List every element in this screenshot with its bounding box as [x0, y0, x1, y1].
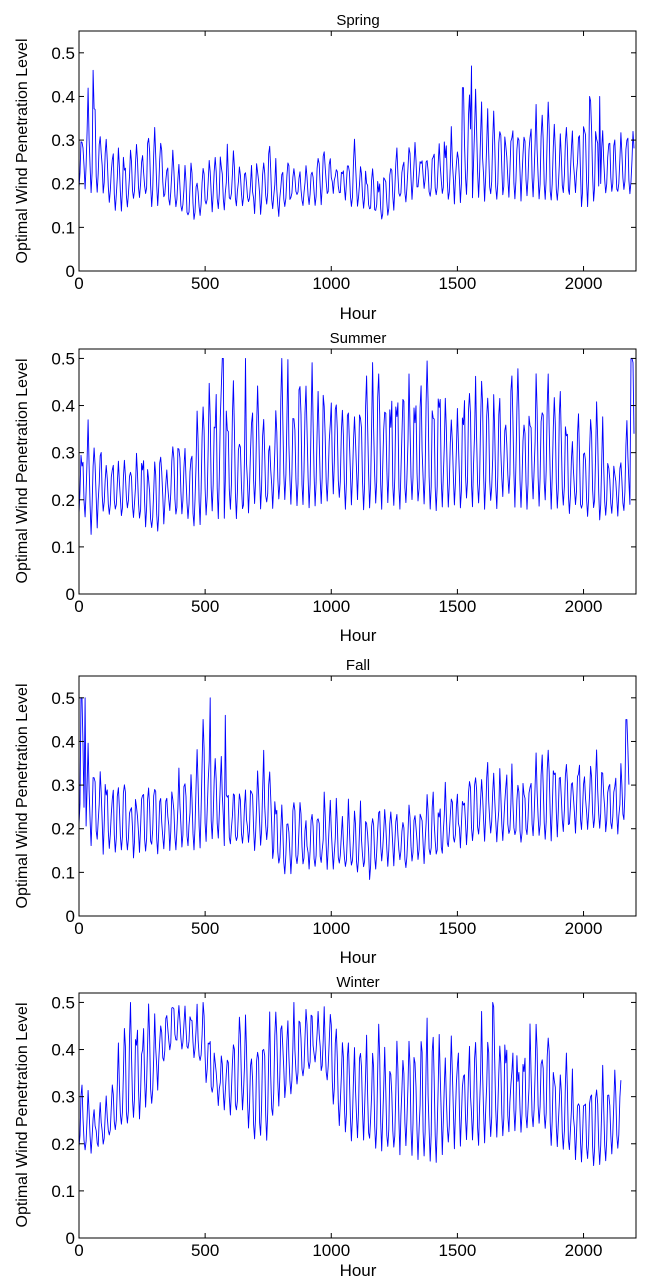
x-tick-label: 1500: [438, 919, 476, 938]
axes-box: [78, 30, 637, 272]
ticks-layer: 0 500 1000 1500 2000 0 0.1 0.2 0.3 0.4 0.5: [51, 31, 636, 293]
series-line: [78, 357, 635, 535]
x-axis-label: Hour: [340, 1261, 377, 1279]
x-tick-label: 0: [74, 919, 83, 938]
series-layer: [78, 65, 635, 220]
axes-box: [78, 992, 637, 1239]
y-tick-label: 0.1: [51, 863, 75, 882]
x-tick-label: 0: [74, 597, 83, 616]
x-tick-label: 1000: [312, 919, 350, 938]
y-tick-label: 0.2: [51, 1135, 75, 1154]
panel-summer: Summer 0 500 1000 1500 200000.10.20.30.40.5 …: [14, 330, 637, 645]
y-tick-label: 0: [66, 907, 75, 926]
x-tick-label: 1000: [312, 597, 350, 616]
y-tick-label: 0.4: [51, 397, 75, 416]
x-tick-label: 2000: [565, 1241, 603, 1260]
y-tick-label: 0: [66, 1229, 75, 1248]
series-layer: [78, 357, 635, 535]
series-line: [78, 697, 630, 880]
y-tick-label: 0.3: [51, 131, 75, 150]
y-tick-label: 0.2: [51, 175, 75, 194]
y-tick-label: 0: [66, 585, 75, 604]
series-layer: [78, 1001, 622, 1167]
x-tick-label: 500: [191, 597, 219, 616]
ticks-layer: 0 500 1000 1500 2000 0 0.1 0.2 0.3 0.4 0.5: [51, 349, 636, 616]
x-tick-label: 1500: [438, 1241, 476, 1260]
x-axis-label: Hour: [340, 626, 377, 645]
panel-spring: Spring 0 500 1000 1500 200000.10.20.30.40.5 …: [14, 12, 637, 323]
y-tick-label: 0.5: [51, 349, 75, 368]
axes-box: [78, 348, 637, 595]
x-tick-label: 2000: [565, 919, 603, 938]
y-tick-label: 0.5: [51, 689, 75, 708]
y-tick-label: 0.2: [51, 820, 75, 839]
panel-title: Spring: [336, 12, 379, 29]
y-tick-label: 0.5: [51, 44, 75, 63]
x-tick-label: 1500: [438, 597, 476, 616]
y-tick-label: 0.3: [51, 776, 75, 795]
x-tick-label: 1000: [312, 274, 350, 293]
x-axis-label: Hour: [340, 304, 377, 323]
y-tick-label: 0: [66, 262, 75, 281]
x-tick-label: 1500: [438, 274, 476, 293]
y-axis-label: Optimal Wind Penetration Level: [14, 1003, 31, 1228]
y-tick-label: 0.3: [51, 1088, 75, 1107]
y-tick-label: 0.5: [51, 993, 75, 1012]
y-tick-label: 0.4: [51, 732, 75, 751]
y-axis-label: Optimal Wind Penetration Level: [14, 39, 31, 264]
series-layer: [78, 697, 630, 880]
y-axis-label: Optimal Wind Penetration Level: [14, 684, 31, 909]
y-axis-label: Optimal Wind Penetration Level: [14, 359, 31, 584]
ticks-layer: 0 500 1000 1500 2000 0 0.1 0.2 0.3 0.4 0.5: [51, 676, 636, 938]
x-tick-label: 500: [191, 919, 219, 938]
y-tick-label: 0.2: [51, 491, 75, 510]
panel-title: Winter: [336, 974, 379, 991]
x-tick-label: 500: [191, 1241, 219, 1260]
y-tick-label: 0.4: [51, 1041, 75, 1060]
y-tick-label: 0.4: [51, 87, 75, 106]
y-tick-label: 0.3: [51, 444, 75, 463]
axes-box: [78, 675, 637, 917]
panel-winter: Winter 0 500 1000 1500 200000.10.20.30.40.5 …: [14, 974, 637, 1279]
x-tick-label: 2000: [565, 597, 603, 616]
x-tick-label: 0: [74, 1241, 83, 1260]
y-tick-label: 0.1: [51, 538, 75, 557]
y-tick-label: 0.1: [51, 1182, 75, 1201]
series-line: [78, 1001, 622, 1167]
panel-title: Fall: [346, 657, 370, 674]
panel-title: Summer: [330, 330, 387, 347]
x-tick-label: 2000: [565, 274, 603, 293]
x-tick-label: 0: [74, 274, 83, 293]
x-axis-label: Hour: [340, 948, 377, 967]
y-tick-label: 0.1: [51, 218, 75, 237]
x-tick-label: 500: [191, 274, 219, 293]
panel-fall: Fall 0 500 1000 1500 2000 0 0.1 0.2 0.3 0.4 0.5 Ho…: [14, 657, 637, 967]
x-tick-label: 1000: [312, 1241, 350, 1260]
ticks-layer: 0 500 1000 1500 2000 0 0.1 0.2 0.3 0.4 0.5: [51, 993, 636, 1260]
series-line: [78, 65, 635, 220]
